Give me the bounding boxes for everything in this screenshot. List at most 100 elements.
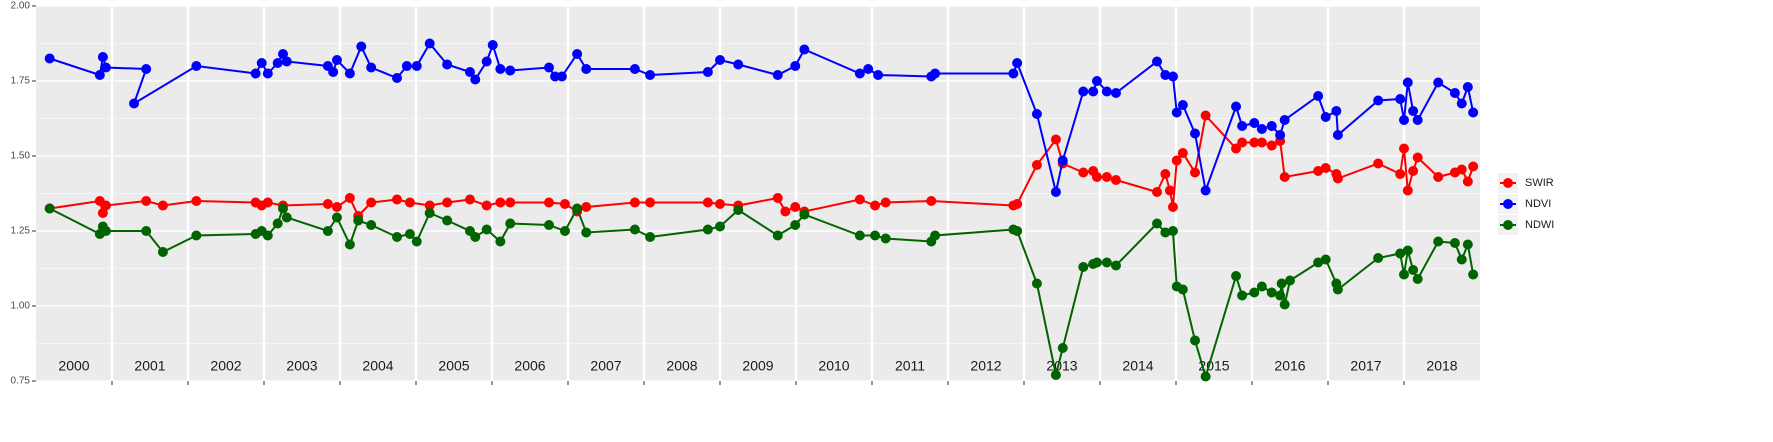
point [1057, 155, 1068, 166]
point [1110, 175, 1121, 185]
point [1332, 130, 1343, 140]
point [481, 56, 492, 67]
point [366, 220, 377, 230]
point [344, 193, 355, 203]
year-label: 2004 [362, 358, 393, 374]
point [191, 61, 202, 71]
point [1237, 137, 1248, 148]
y-tick-label: 0.75 [11, 376, 31, 387]
point [487, 40, 498, 50]
point [262, 197, 273, 208]
point [1031, 278, 1042, 289]
point [331, 55, 342, 65]
year-label: 2011 [895, 358, 925, 374]
point [322, 199, 333, 209]
point [1200, 110, 1211, 121]
point [873, 70, 884, 80]
point [392, 232, 402, 242]
point [556, 71, 567, 82]
point [880, 233, 891, 244]
point [495, 197, 506, 208]
point [1468, 161, 1479, 172]
point [572, 49, 583, 59]
point [1177, 148, 1188, 158]
point [1012, 199, 1023, 209]
point [1412, 274, 1423, 284]
year-label: 2015 [1198, 358, 1229, 374]
point [1332, 173, 1343, 184]
point [1177, 284, 1188, 295]
point [1449, 238, 1460, 248]
point [559, 226, 570, 236]
year-label: 2013 [1046, 358, 1077, 374]
point [772, 230, 783, 241]
point [1320, 112, 1331, 122]
point [1313, 166, 1324, 176]
point [157, 200, 168, 211]
point [97, 208, 108, 218]
point [930, 68, 941, 79]
point [1275, 130, 1286, 140]
point [1160, 70, 1171, 80]
point [870, 230, 881, 241]
point [141, 64, 152, 74]
point [1266, 287, 1277, 298]
point [780, 206, 791, 217]
point [281, 212, 292, 223]
point [1462, 239, 1473, 250]
point [1266, 140, 1277, 151]
point [1456, 164, 1467, 175]
point [1449, 88, 1460, 98]
point [481, 200, 492, 211]
point [1012, 58, 1023, 68]
point [356, 41, 367, 52]
year-label: 2017 [1350, 358, 1381, 374]
point [1399, 143, 1409, 154]
point [392, 194, 402, 205]
point [256, 58, 267, 68]
point [1373, 95, 1384, 106]
y-tick-label: 2.00 [11, 1, 31, 12]
point [322, 226, 333, 236]
point [1249, 287, 1260, 298]
point [1091, 257, 1102, 268]
point [505, 65, 516, 76]
point [366, 197, 377, 208]
point [1171, 155, 1182, 166]
point [141, 196, 152, 206]
point [1164, 185, 1175, 196]
point [1276, 278, 1287, 289]
point [1050, 187, 1061, 197]
point [281, 56, 292, 67]
point [411, 61, 422, 71]
point [544, 197, 554, 208]
point [424, 200, 435, 211]
point [1177, 100, 1188, 110]
point [645, 70, 656, 80]
point [1101, 257, 1112, 268]
point [1433, 236, 1444, 247]
point [799, 209, 810, 220]
point [1237, 290, 1248, 301]
point [44, 53, 55, 64]
point [1320, 254, 1331, 265]
point [1399, 269, 1409, 280]
point [1468, 107, 1479, 118]
point [1320, 163, 1331, 173]
legend-label: NDVI [1525, 198, 1551, 210]
point [278, 203, 288, 214]
point [1152, 218, 1162, 229]
point [1160, 169, 1171, 179]
point [733, 59, 744, 70]
point [157, 247, 168, 257]
point [1171, 107, 1182, 118]
point [702, 197, 713, 208]
point [94, 70, 105, 80]
point [495, 236, 506, 247]
point [411, 236, 422, 247]
point [1256, 137, 1267, 148]
point [1395, 94, 1406, 104]
point [1031, 160, 1042, 170]
point [581, 64, 592, 74]
